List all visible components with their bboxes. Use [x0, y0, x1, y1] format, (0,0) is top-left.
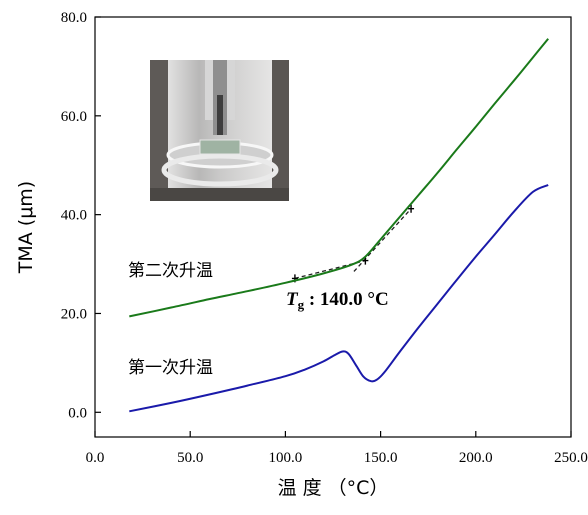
tangent-lines — [291, 204, 415, 283]
tangent-line — [294, 259, 366, 280]
y-tick-label: 20.0 — [61, 306, 87, 322]
tg-subscript: g — [298, 297, 305, 312]
tg-annotation: Tg : 140.0 °C — [286, 289, 389, 312]
tg-symbol: T — [286, 289, 299, 310]
y-tick-label: 0.0 — [68, 405, 87, 421]
x-axis-ticks: 0.0 50.0 100.0 150.0 200.0 250.0 — [86, 431, 588, 466]
sample-photo — [150, 60, 289, 201]
tangent-line — [353, 208, 412, 272]
y-axis-ticks: 0.0 20.0 40.0 60.0 80.0 — [61, 10, 101, 421]
series-first-heating-line — [129, 184, 549, 413]
series-label-second-heating: 第二次升温 — [128, 261, 213, 281]
x-tick-label: 150.0 — [364, 450, 398, 466]
y-tick-label: 80.0 — [61, 10, 87, 26]
y-tick-label: 40.0 — [61, 208, 87, 224]
y-tick-label: 60.0 — [61, 109, 87, 125]
series-second-heating-line — [129, 38, 549, 318]
x-tick-label: 100.0 — [269, 450, 303, 466]
x-tick-label: 50.0 — [177, 450, 203, 466]
series-lines — [129, 38, 549, 413]
plot-frame — [94, 16, 572, 438]
x-tick-label: 200.0 — [459, 450, 493, 466]
x-tick-label: 250.0 — [554, 450, 588, 466]
x-tick-label: 0.0 — [86, 450, 105, 466]
series-label-first-heating: 第一次升温 — [128, 358, 213, 378]
x-axis-title: 温 度 （°C） — [278, 477, 389, 499]
y-axis-title: TMA (μm) — [15, 181, 37, 274]
tg-value: : 140.0 °C — [304, 289, 389, 310]
tangent-marker — [408, 204, 415, 213]
